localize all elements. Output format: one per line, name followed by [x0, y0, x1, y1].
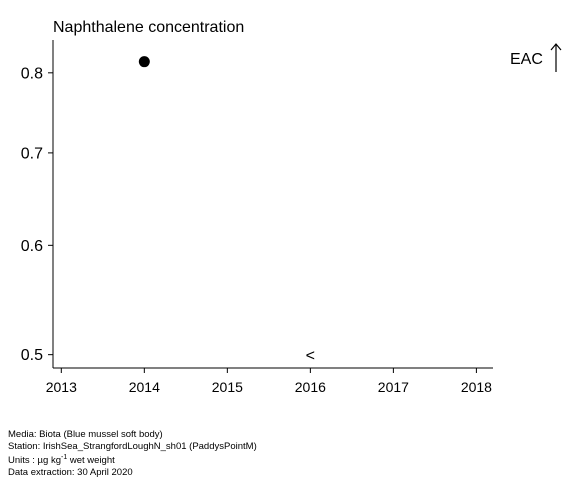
y-tick-label: 0.8 [21, 65, 43, 82]
y-tick-label: 0.5 [21, 347, 43, 364]
eac-label: EAC [510, 51, 543, 68]
x-tick-label: 2015 [212, 379, 243, 395]
up-arrow-icon [550, 43, 562, 72]
y-tick-label: 0.7 [21, 145, 43, 162]
data-point [138, 56, 150, 68]
x-tick-label: 2014 [129, 379, 160, 395]
less-than-annotation: < [306, 348, 315, 365]
footer-station: Station: IrishSea_StrangfordLoughN_sh01 … [8, 440, 257, 452]
y-tick-label: 0.6 [21, 238, 43, 255]
x-tick-label: 2013 [46, 379, 77, 395]
footer-extraction: Data extraction: 30 April 2020 [8, 466, 133, 478]
x-tick-label: 2017 [378, 379, 409, 395]
chart-plot: 0.5 0.6 0.7 0.8 2013 2014 2015 2016 2017 2018 < [21, 40, 493, 395]
chart-title: Naphthalene concentration [53, 19, 245, 36]
x-tick-label: 2016 [295, 379, 326, 395]
chart-footer: Media: Biota (Blue mussel soft body) Sta… [8, 429, 257, 478]
x-tick-label: 2018 [461, 379, 492, 395]
footer-units: Units : µg kg-1 wet weight [8, 454, 115, 467]
footer-media: Media: Biota (Blue mussel soft body) [8, 429, 163, 440]
